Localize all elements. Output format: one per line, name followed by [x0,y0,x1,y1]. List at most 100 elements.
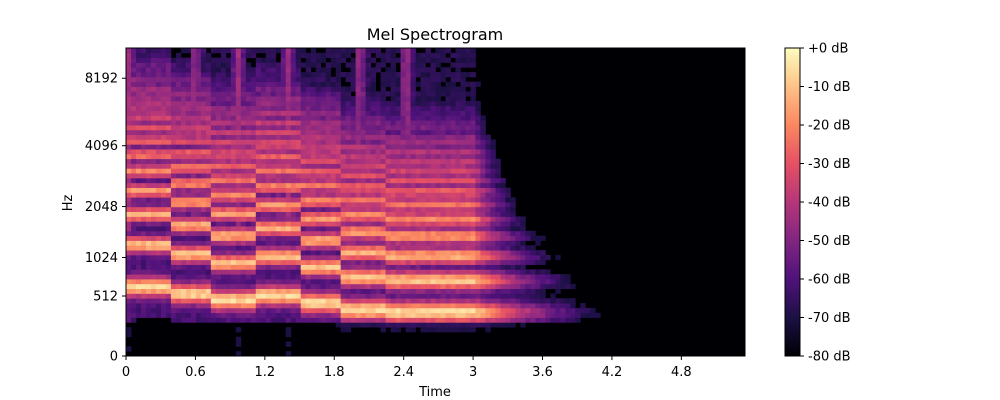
spectrogram-cell [505,192,511,198]
spectrogram-cell [285,259,292,265]
spectrogram-cell [425,230,431,237]
spectrogram-cell [155,149,162,155]
spectrogram-cell [280,303,287,309]
spectrogram-cell [395,274,401,280]
spectrogram-cell [195,221,202,227]
spectrogram-cell [205,293,212,299]
spectrogram-cell [155,192,162,198]
spectrogram-cell [170,293,177,299]
spectrogram-cell [230,192,237,198]
spectrogram-cell [240,240,247,246]
spectrogram-cell [410,303,416,309]
spectrogram-cell [130,182,137,188]
spectrogram-cell [520,226,526,232]
y-axis-label: Hz [61,195,76,212]
spectrogram-cell [130,283,137,290]
spectrogram-cell [250,206,257,213]
spectrogram-cell [225,274,232,280]
spectrogram-cell [270,206,277,213]
spectrogram-cell [475,322,481,328]
spectrogram-cell [300,72,307,78]
spectrogram-cell [210,216,217,222]
spectrogram-cell [390,120,396,126]
spectrogram-cell [185,139,192,145]
spectrogram-cell [285,211,292,217]
spectrogram-cell [235,254,242,261]
spectrogram-cell [245,153,252,160]
spectrogram-cell [375,129,381,136]
spectrogram-cell [470,81,476,87]
spectrogram-cell [295,312,302,318]
spectrogram-cell [435,226,441,232]
spectrogram-cell [470,158,476,164]
spectrogram-cell [315,197,322,203]
spectrogram-cell [460,192,466,198]
spectrogram-cell [325,76,332,83]
spectrogram-cell [245,86,252,92]
spectrogram-cell [185,293,192,299]
spectrogram-cell [150,274,157,280]
spectrogram-cell [535,312,541,318]
spectrogram-cell [170,211,177,217]
spectrogram-cell [135,303,142,309]
spectrogram-cell [475,192,481,198]
spectrogram-cell [300,139,307,145]
spectrogram-cell [245,269,252,275]
spectrogram-cell [260,206,267,213]
spectrogram-cell [225,158,232,164]
spectrogram-cell [345,96,352,102]
spectrogram-cell [460,274,466,280]
spectrogram-cell [305,187,312,193]
spectrogram-cell [315,67,322,73]
spectrogram-cell [445,274,451,280]
spectrogram-cell [240,139,247,145]
spectrogram-cell [175,67,182,73]
spectrogram-cell [135,86,142,92]
spectrogram-cell [360,197,367,203]
spectrogram-cell [160,312,167,318]
spectrogram-cell [490,221,496,227]
spectrogram-cell [270,168,277,174]
spectrogram-cell [390,115,396,121]
spectrogram-cell [390,134,396,140]
spectrogram-cell [185,274,192,280]
spectrogram-cell [200,62,207,68]
spectrogram-cell [220,274,227,280]
spectrogram-cell [425,67,431,73]
spectrogram-cell [320,173,327,179]
spectrogram-cell [390,149,396,155]
spectrogram-cell [475,283,481,290]
spectrogram-cell [510,322,516,328]
spectrogram-cell [370,187,376,193]
spectrogram-cell [450,235,456,241]
spectrogram-cell [315,139,322,145]
spectrogram-cell [385,110,391,116]
spectrogram-cell [450,250,456,256]
spectrogram-cell [340,202,347,208]
spectrogram-cell [305,134,312,140]
spectrogram-cell [350,283,357,290]
spectrogram-cell [190,206,197,213]
spectrogram-cell [190,187,197,193]
spectrogram-cell [180,245,187,251]
spectrogram-cell [370,206,376,213]
spectrogram-cell [460,254,466,261]
spectrogram-cell [195,115,202,121]
spectrogram-cell [515,288,521,294]
spectrogram-cell [350,149,357,155]
spectrogram-cell [505,269,511,275]
spectrogram-cell [495,288,501,294]
spectrogram-cell [520,250,526,256]
spectrogram-cell [200,158,207,164]
spectrogram-cell [400,192,406,198]
spectrogram-cell [405,182,411,188]
spectrogram-cell [445,86,451,92]
spectrogram-cell [205,177,212,184]
spectrogram-cell [315,206,322,213]
spectrogram-cell [460,153,466,160]
spectrogram-cell [445,110,451,116]
spectrogram-cell [150,120,157,126]
spectrogram-cell [355,48,362,54]
spectrogram-cell [260,48,267,54]
spectrogram-cell [195,317,202,323]
